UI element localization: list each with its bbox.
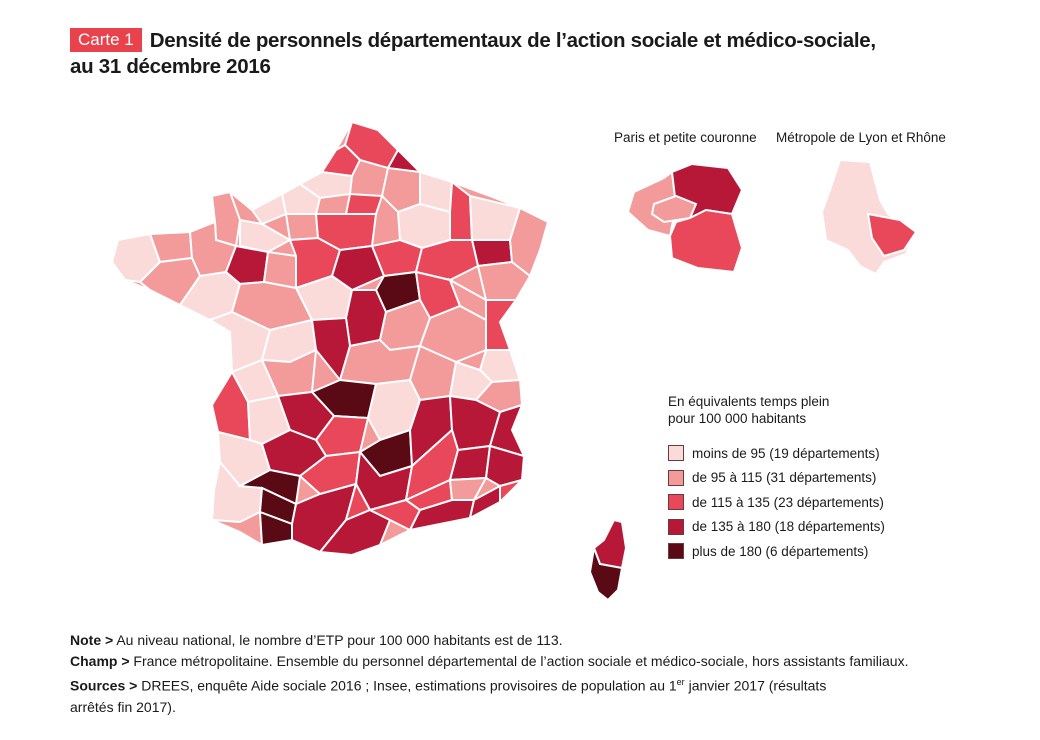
legend-item: de 115 à 135 (23 départements) <box>668 490 885 515</box>
dept-lot-garonne <box>236 468 302 506</box>
legend-item: moins de 95 (19 départements) <box>668 441 885 466</box>
dept-alpes-maritimes <box>499 478 526 505</box>
legend-item: de 95 à 115 (31 départements) <box>668 466 885 491</box>
legend-item: plus de 180 (6 départements) <box>668 539 885 564</box>
dept-corse-du-sud <box>588 544 624 602</box>
champ-line: Champ > France métropolitaine. Ensemble … <box>70 651 970 672</box>
legend-title-line1: En équivalents temps plein <box>668 394 830 409</box>
legend-swatch <box>668 494 684 511</box>
champ-label: Champ > <box>70 653 130 669</box>
dept-doubs <box>485 299 518 351</box>
note-line: Note > Au niveau national, le nombre d’E… <box>70 630 970 651</box>
legend-title: En équivalents temps plein pour 100 000 … <box>668 393 885 427</box>
france-map <box>110 120 918 602</box>
sources-sup: er <box>676 677 685 687</box>
dept-savoie <box>488 403 526 458</box>
dept-val-de-marne <box>668 208 744 274</box>
legend-swatch <box>668 469 684 486</box>
dept-loiret <box>330 244 386 292</box>
dept-vosges <box>476 260 532 301</box>
map-number-badge: Carte 1 <box>70 28 142 52</box>
legend-label: plus de 180 (6 départements) <box>692 543 869 559</box>
sources-text-c: arrêtés fin 2017). <box>70 698 176 715</box>
inset-label-lyon: Métropole de Lyon et Rhône <box>776 130 946 145</box>
legend-label: de 95 à 115 (31 départements) <box>692 470 877 486</box>
dept-eure <box>284 213 320 242</box>
dept-oise <box>344 192 384 215</box>
note-label: Note > <box>70 632 114 648</box>
sources-text-a: DREES, enquête Aide sociale 2016 ; Insee… <box>141 677 677 694</box>
champ-text: France métropolitaine. Ensemble du perso… <box>133 653 909 669</box>
legend-label: de 135 à 180 (18 départements) <box>692 519 885 535</box>
dept-metropole-lyon <box>866 212 918 258</box>
legend-item: de 135 à 180 (18 départements) <box>668 515 885 540</box>
map-title: Densité de personnels départementaux de … <box>149 29 876 52</box>
inset-label-paris: Paris et petite couronne <box>614 130 757 145</box>
legend-label: de 115 à 135 (23 départements) <box>692 494 884 510</box>
map-header: Carte 1 Densité de personnels département… <box>70 28 970 80</box>
inset-paris-map <box>626 162 744 274</box>
dept-orne <box>239 218 293 254</box>
corsica <box>588 518 628 602</box>
sources-text-b: janvier 2017 (résultats <box>688 677 827 694</box>
map-notes: Note > Au niveau national, le nombre d’E… <box>70 630 970 718</box>
dept-calvados <box>250 192 288 226</box>
dept-somme <box>298 170 354 200</box>
legend-swatch <box>668 543 684 560</box>
legend-title-line2: pour 100 000 habitants <box>668 411 807 426</box>
legend-label: moins de 95 (19 départements) <box>692 445 880 461</box>
note-text: Au niveau national, le nombre d’ETP pour… <box>116 632 563 648</box>
inset-lyon-map <box>820 158 918 276</box>
dept-allier <box>338 338 422 386</box>
map-title-line2: au 31 décembre 2016 <box>70 55 271 78</box>
legend-swatch <box>668 445 684 462</box>
sources-line: Sources > DREES, enquête Aide sociale 20… <box>70 672 970 718</box>
departments-layer <box>110 120 550 557</box>
legend-swatch <box>668 518 684 535</box>
sources-label: Sources > <box>70 677 138 694</box>
map-legend: En équivalents temps plein pour 100 000 … <box>668 393 885 564</box>
